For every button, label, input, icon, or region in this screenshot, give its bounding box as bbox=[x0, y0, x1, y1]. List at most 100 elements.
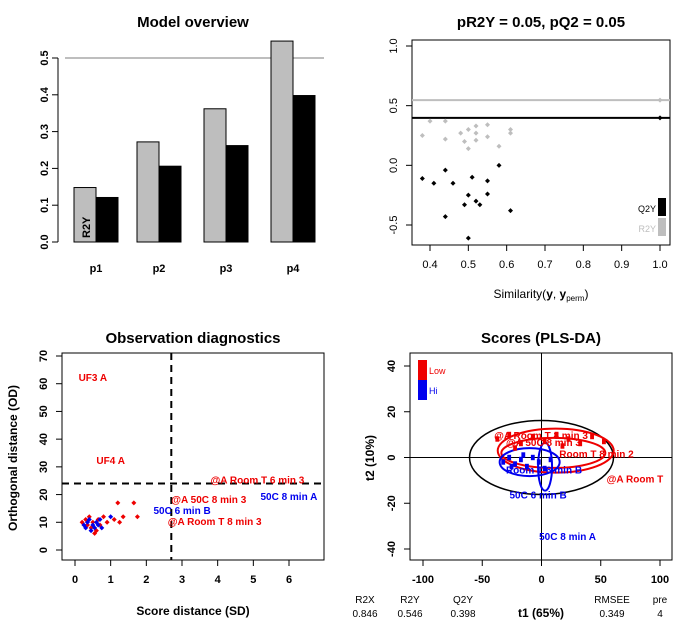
point-low bbox=[111, 517, 117, 523]
category-label: p2 bbox=[153, 263, 166, 275]
point-r2y bbox=[473, 123, 479, 129]
stat-value: 4 bbox=[657, 609, 663, 620]
point-low bbox=[101, 514, 107, 520]
y-tick-label: 20 bbox=[386, 406, 398, 418]
x-tick-label: 6 bbox=[286, 574, 292, 586]
score-point-low: ∎ bbox=[589, 431, 595, 442]
x-tick-label: 0.8 bbox=[576, 259, 591, 271]
y-axis: 0.0 0.1 0.2 0.3 0.4 0.5 bbox=[39, 50, 59, 250]
score-point-low: ∎ bbox=[601, 436, 607, 447]
group-ellipse-low bbox=[496, 427, 615, 474]
point-q2y bbox=[442, 167, 448, 173]
point-q2y bbox=[465, 235, 471, 241]
legend-swatch-q2y bbox=[658, 198, 666, 216]
score-point-hi: ∎ bbox=[536, 456, 542, 467]
model-overview-title: Model overview bbox=[137, 14, 249, 31]
point-hi bbox=[92, 525, 98, 531]
point-low bbox=[117, 519, 123, 525]
score-point-low: ∎ bbox=[506, 429, 512, 440]
group-ellipse-hi bbox=[537, 441, 554, 492]
score-point-low: ∎ bbox=[512, 443, 518, 454]
score-point-hi: ∎ bbox=[506, 452, 512, 463]
point-r2y bbox=[427, 118, 433, 124]
x-axis-label: Score distance (SD) bbox=[136, 604, 249, 618]
point-q2y bbox=[485, 191, 490, 197]
y-tick-label: 10 bbox=[38, 516, 50, 528]
y-tick-label: 0.5 bbox=[39, 50, 51, 65]
score-point-hi: ∎ bbox=[512, 459, 518, 470]
score-point-low: ∎ bbox=[494, 433, 500, 444]
stat-header: RMSEE bbox=[594, 595, 630, 606]
y-tick-label: 0 bbox=[38, 547, 50, 553]
bar-q2y-p1 bbox=[95, 196, 119, 243]
y-tick-label: 0.0 bbox=[388, 158, 400, 173]
y-tick-label: 20 bbox=[38, 488, 50, 500]
point-low bbox=[90, 519, 96, 525]
legend-label-hi: Hi bbox=[429, 386, 438, 396]
scores-title: Scores (PLS-DA) bbox=[481, 330, 601, 347]
bars: R2Y Q2Y bbox=[73, 40, 316, 243]
observation-label: Room T 8 min 2 bbox=[559, 450, 634, 461]
point-q2y bbox=[465, 192, 471, 198]
x-tick-label: 0 bbox=[538, 574, 544, 586]
observation-label: 50C 8 min A bbox=[260, 492, 317, 503]
bar-q2y-p2 bbox=[158, 165, 182, 243]
point-hi bbox=[99, 525, 105, 531]
y-tick-label: 0.2 bbox=[39, 161, 51, 176]
bar-label-r2y: R2Y bbox=[81, 216, 93, 238]
point-low bbox=[86, 514, 92, 520]
legend-label-q2y: Q2Y bbox=[638, 204, 656, 214]
point-r2y bbox=[465, 146, 471, 152]
x-tick-label: 4 bbox=[215, 574, 222, 586]
bar-label-q2y: Q2Y bbox=[103, 215, 115, 238]
ellipses bbox=[468, 419, 615, 496]
score-point-hi: ∎ bbox=[518, 454, 524, 465]
score-point-low: ∎ bbox=[553, 429, 559, 440]
points: ∎ ∎∎ ∎∎∎ ∎∎∎∎∎∎ ∎∎∎ ∎∎ ∎ ∎∎ ∎∎ ∎ bbox=[494, 429, 607, 474]
y-tick-label: -20 bbox=[386, 495, 398, 511]
y-tick-label: 0.1 bbox=[39, 198, 51, 213]
point-r2y bbox=[473, 130, 479, 136]
point-q2y bbox=[485, 178, 490, 184]
y-tick-label: 60 bbox=[38, 378, 50, 390]
observation-label: @A Room T 8 min 3 bbox=[168, 517, 262, 528]
stat-value: 0.546 bbox=[397, 609, 422, 620]
x-tick-label: 0.5 bbox=[461, 259, 476, 271]
point-r2y bbox=[496, 143, 502, 149]
bar-q2y-p3 bbox=[225, 145, 249, 243]
point-q2y bbox=[442, 214, 448, 220]
x-tick-label: 0.4 bbox=[422, 259, 437, 271]
plot-box bbox=[61, 352, 325, 561]
point-q2y bbox=[431, 180, 437, 186]
score-point-low: ∎ bbox=[559, 440, 565, 451]
point-r2y bbox=[458, 130, 464, 136]
point-low bbox=[131, 500, 137, 506]
score-point-low: ∎ bbox=[577, 438, 583, 449]
x-tick-label: 5 bbox=[250, 574, 256, 586]
observation-label: Room T 6 min B bbox=[506, 466, 582, 477]
observation-label: UF3 A bbox=[79, 373, 108, 384]
bar-q2y-p4 bbox=[292, 95, 316, 243]
observation-label: @A Room T 6 min 3 bbox=[211, 475, 305, 486]
point-r2y bbox=[442, 136, 448, 142]
bar-r2y-p2 bbox=[136, 141, 160, 243]
point-labels: UF3 A UF4 A @A Room T 6 min 3 50C 8 min A @A… bbox=[79, 373, 318, 528]
point-q2y bbox=[469, 174, 475, 180]
bar-r2y-p4 bbox=[270, 40, 294, 243]
observation-label: UF4 A bbox=[96, 456, 125, 467]
reference-lines bbox=[412, 99, 670, 119]
x-axis-label: Similarity(y, yperm) bbox=[494, 287, 589, 303]
observation-diagnostics-panel: Observation diagnostics 0 1 2 3 4 5 6010203040… bbox=[6, 330, 325, 618]
legend-label-low: Low bbox=[429, 366, 446, 376]
observation-label: @A 50C 8 min 3 bbox=[506, 438, 581, 449]
x-tick-label: 0 bbox=[72, 574, 78, 586]
point-hi bbox=[97, 517, 103, 523]
axes: -100 -50 0 50 100 -40 -20 0 20 40 bbox=[386, 353, 672, 586]
point-hi bbox=[108, 514, 114, 520]
score-point-low: ∎ bbox=[518, 438, 524, 449]
model-stats: R2X 0.846 R2Y 0.546 Q2Y 0.398 RMSEE 0.349 pre 4 bbox=[352, 595, 667, 620]
legend-label-r2y: R2Y bbox=[638, 224, 656, 234]
y-tick-label: 0.5 bbox=[388, 98, 400, 113]
